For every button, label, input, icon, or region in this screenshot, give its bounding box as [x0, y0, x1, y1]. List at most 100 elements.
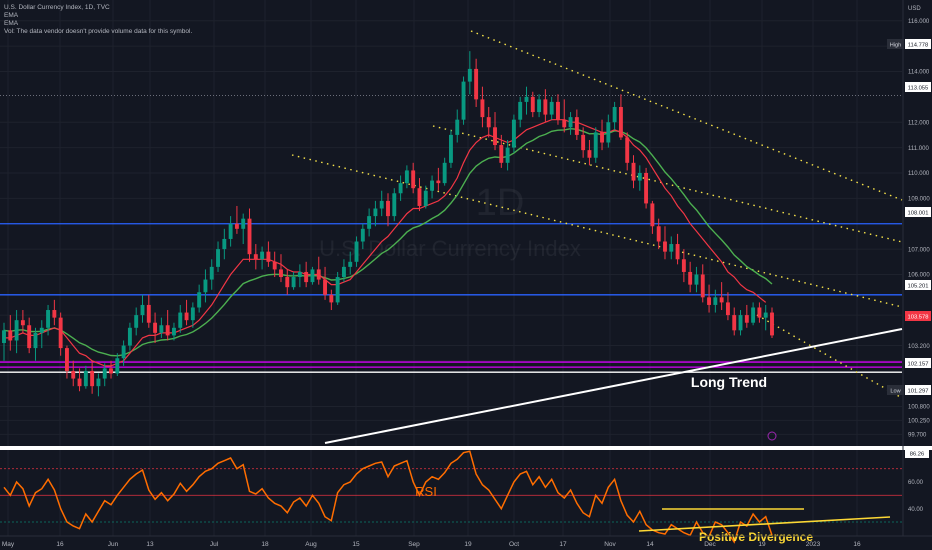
- candle-body: [763, 312, 768, 318]
- rsi-value-badge-text: 86.26: [910, 451, 925, 457]
- badge-label: Low: [890, 388, 901, 394]
- candle-body: [474, 68, 479, 100]
- candle-body: [109, 368, 113, 374]
- rsi-label: RSI: [415, 484, 437, 499]
- price-tick-label: 99.700: [908, 433, 927, 439]
- candle-body: [568, 117, 573, 128]
- price-tick-label: 100.800: [908, 405, 930, 411]
- candle-body: [222, 238, 227, 250]
- candle-body: [197, 292, 202, 308]
- candle-body: [266, 251, 271, 262]
- candle-body: [625, 137, 630, 163]
- candle-body: [719, 297, 724, 303]
- price-tick-label: 110.000: [908, 171, 930, 177]
- price-badge-value: 113.055: [908, 85, 929, 91]
- candle-body: [631, 162, 636, 181]
- candle-body: [757, 307, 762, 318]
- candle-body: [600, 132, 604, 143]
- candle-body: [20, 320, 25, 326]
- x-tick-label: Jul: [210, 541, 219, 548]
- candle-body: [505, 147, 510, 163]
- candle-body: [14, 320, 19, 341]
- candle-body: [77, 378, 82, 387]
- candle-body: [423, 190, 428, 206]
- candle-body: [581, 134, 586, 151]
- symbol-title[interactable]: U.S. Dollar Currency Index, 1D, TVC: [4, 4, 110, 11]
- x-tick-label: Dec: [704, 541, 716, 548]
- candle-body: [713, 297, 718, 305]
- candle-body: [530, 96, 535, 113]
- candle-body: [663, 241, 667, 252]
- candle-body: [203, 279, 208, 293]
- candle-body: [279, 269, 283, 278]
- candle-body: [121, 345, 126, 359]
- price-badge: [905, 311, 931, 321]
- candle-body: [593, 132, 598, 158]
- event-marker-icon: [767, 431, 777, 441]
- price-tick-label: 114.000: [908, 70, 930, 76]
- badge-label-bg: [887, 385, 904, 395]
- candle-body: [146, 304, 151, 323]
- candle-body: [260, 251, 265, 260]
- candle-body: [209, 266, 214, 280]
- x-tick-label: Oct: [509, 541, 519, 548]
- candle-body: [90, 370, 95, 387]
- candle-body: [556, 101, 560, 120]
- candle-body: [518, 101, 523, 120]
- candle-body: [707, 297, 712, 305]
- candle-body: [644, 172, 649, 204]
- candle-body: [241, 218, 246, 229]
- candle-body: [360, 228, 365, 242]
- candle-body: [669, 244, 674, 252]
- rsi-tick-label: 40.00: [908, 507, 924, 513]
- candle-body: [27, 325, 32, 349]
- candle-body: [253, 254, 258, 260]
- candle-body: [58, 317, 63, 349]
- candle-body: [688, 271, 693, 285]
- price-badge: [905, 39, 931, 49]
- candle-body: [612, 106, 617, 123]
- candle-body: [549, 101, 554, 115]
- candle-body: [480, 99, 485, 118]
- candle-body: [587, 150, 592, 158]
- price-badge-value: 114.778: [908, 42, 929, 48]
- price-tick-label: 103.200: [908, 344, 930, 350]
- x-tick-label: 19: [758, 541, 766, 548]
- ema-slow-label[interactable]: EMA: [4, 20, 19, 27]
- ema-fast-label[interactable]: EMA: [4, 12, 19, 19]
- x-tick-label: 16: [56, 541, 64, 548]
- candle-body: [354, 241, 359, 262]
- candle-body: [543, 99, 548, 115]
- price-badge: [905, 358, 931, 368]
- price-tick-label: 100.250: [908, 419, 930, 425]
- candle-body: [234, 223, 239, 229]
- channel-lower-extension: [756, 314, 903, 399]
- candle-body: [386, 200, 390, 217]
- x-tick-label: 17: [559, 541, 567, 548]
- candle-body: [310, 269, 315, 283]
- x-tick-label: 14: [646, 541, 654, 548]
- candle-body: [751, 307, 756, 323]
- x-tick-label: Aug: [305, 541, 317, 548]
- candle-body: [52, 310, 57, 318]
- candle-body: [656, 226, 661, 242]
- price-tick-label: 107.000: [908, 247, 930, 253]
- candle-body: [417, 188, 422, 206]
- candle-body: [96, 378, 101, 387]
- candle-body: [172, 327, 176, 336]
- candle-body: [732, 315, 737, 331]
- candle-body: [190, 307, 195, 321]
- candle-body: [448, 134, 453, 163]
- x-tick-label: 2023: [806, 541, 821, 548]
- candle-body: [725, 302, 730, 316]
- price-tick-label: 112.000: [908, 120, 930, 126]
- price-badge-value: 108.001: [908, 210, 929, 216]
- candle-body: [46, 310, 51, 328]
- candle-body: [33, 332, 38, 349]
- watermark-interval: 1D: [476, 182, 525, 224]
- candle-body: [404, 170, 409, 184]
- candle-body: [436, 180, 441, 184]
- candle-body: [127, 327, 132, 346]
- x-tick-label: Jun: [108, 541, 119, 548]
